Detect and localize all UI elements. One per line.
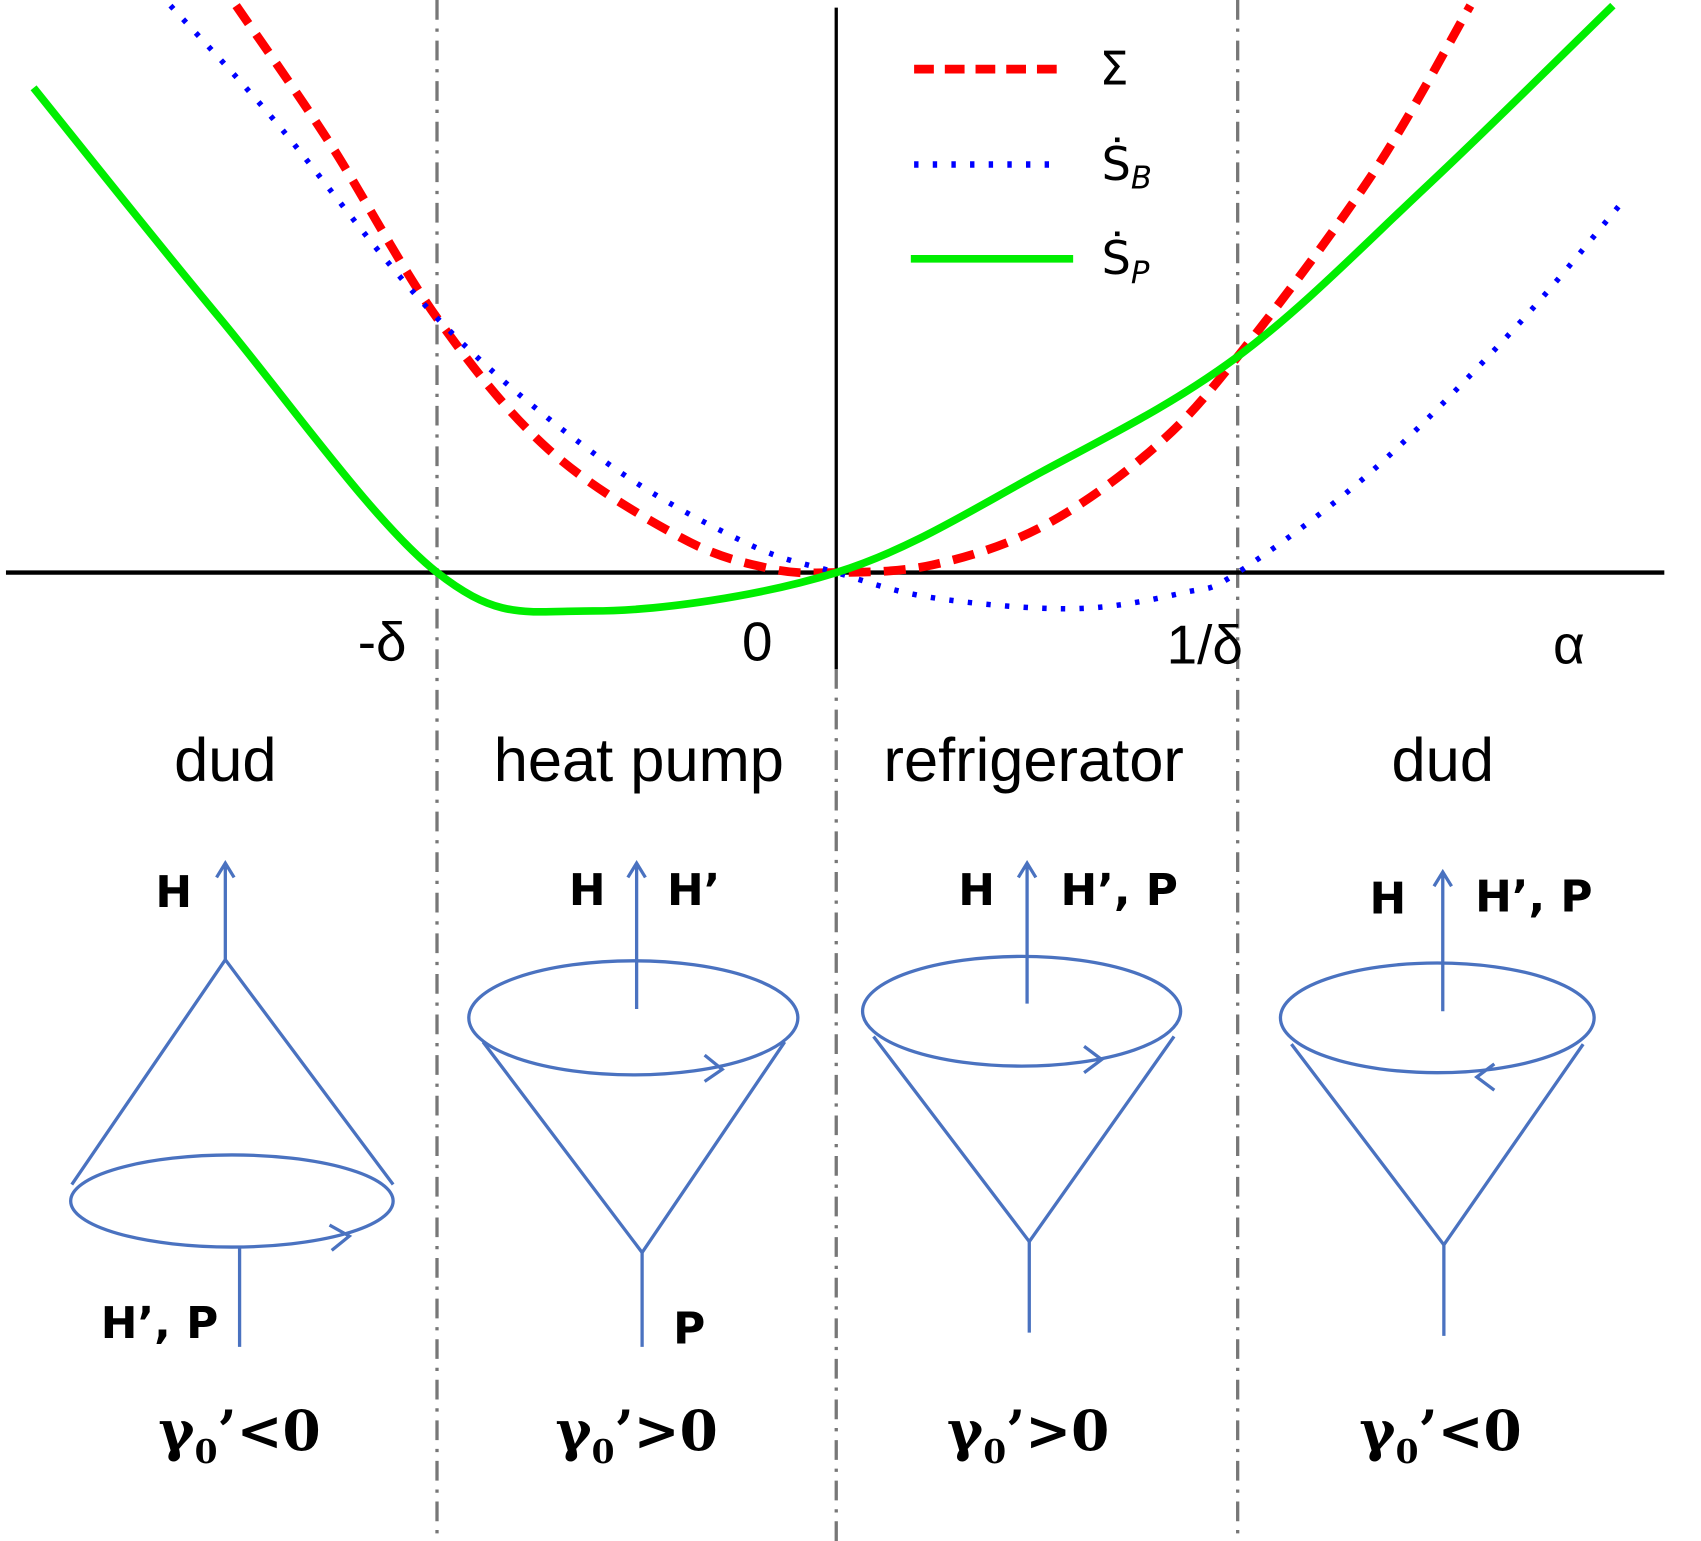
gamma-condition: γ0’>0	[947, 1399, 1109, 1471]
tick-label-minus-delta: -δ	[358, 610, 407, 672]
arrow-up-icon	[1432, 868, 1453, 1012]
mode-label-dud-left: dud	[174, 726, 276, 795]
cycle-ellipse	[860, 954, 1183, 1068]
cone-sides	[70, 956, 395, 1186]
legend: Σ ṠB ṠP	[910, 41, 1152, 291]
cycle-ellipse	[1278, 961, 1596, 1075]
mode-label-dud-right: dud	[1392, 726, 1494, 795]
cycle-arrow-icon	[703, 1053, 725, 1083]
arrow-up-icon	[215, 860, 236, 960]
legend-label-sp: ṠP	[1102, 231, 1150, 291]
label-p: P	[673, 1304, 705, 1355]
gamma-condition: γ0’>0	[555, 1399, 717, 1471]
cone-diagram-refrigerator: H H’, P γ0’>0	[860, 860, 1183, 1471]
sb-curve	[168, 3, 1624, 612]
gamma-condition: γ0’<0	[158, 1399, 320, 1471]
label-h-prime-p: H’, P	[1475, 871, 1592, 922]
mode-label-refrigerator: refrigerator	[884, 726, 1184, 795]
label-h-prime-p: H’, P	[101, 1298, 218, 1349]
label-h: H	[569, 865, 606, 916]
tick-label-one-over-delta: 1/δ	[1167, 614, 1243, 676]
label-h-prime: H’	[667, 865, 720, 916]
label-h: H	[155, 867, 192, 918]
label-h: H	[1370, 874, 1407, 925]
mode-label-heat-pump: heat pump	[494, 726, 784, 795]
cycle-arrow-icon	[1083, 1045, 1105, 1074]
cycle-arrow-icon	[1474, 1062, 1496, 1092]
cycle-ellipse	[467, 959, 800, 1077]
arrow-up-icon	[1016, 860, 1038, 1004]
cycle-ellipse	[69, 1153, 395, 1249]
cone-diagram-dud-right: H H’, P γ0’<0	[1278, 868, 1596, 1471]
cone-diagram-dud-left: H H’, P γ0’<0	[69, 860, 395, 1471]
sigma-curve	[232, 3, 1475, 578]
tick-label-zero: 0	[742, 610, 772, 672]
sp-curve	[30, 2, 1616, 616]
arrow-up-icon	[626, 860, 647, 1010]
cycle-arrow-icon	[328, 1223, 353, 1252]
cone-diagram-heat-pump: H H’ P γ0’>0	[467, 860, 800, 1471]
legend-label-sigma: Σ	[1099, 41, 1128, 95]
gamma-condition: γ0’<0	[1359, 1399, 1521, 1471]
label-h-prime-p: H’, P	[1060, 865, 1177, 916]
curves	[30, 2, 1624, 616]
x-axis-label: α	[1553, 614, 1585, 676]
legend-label-sb: ṠB	[1102, 137, 1152, 197]
label-h: H	[958, 865, 995, 916]
